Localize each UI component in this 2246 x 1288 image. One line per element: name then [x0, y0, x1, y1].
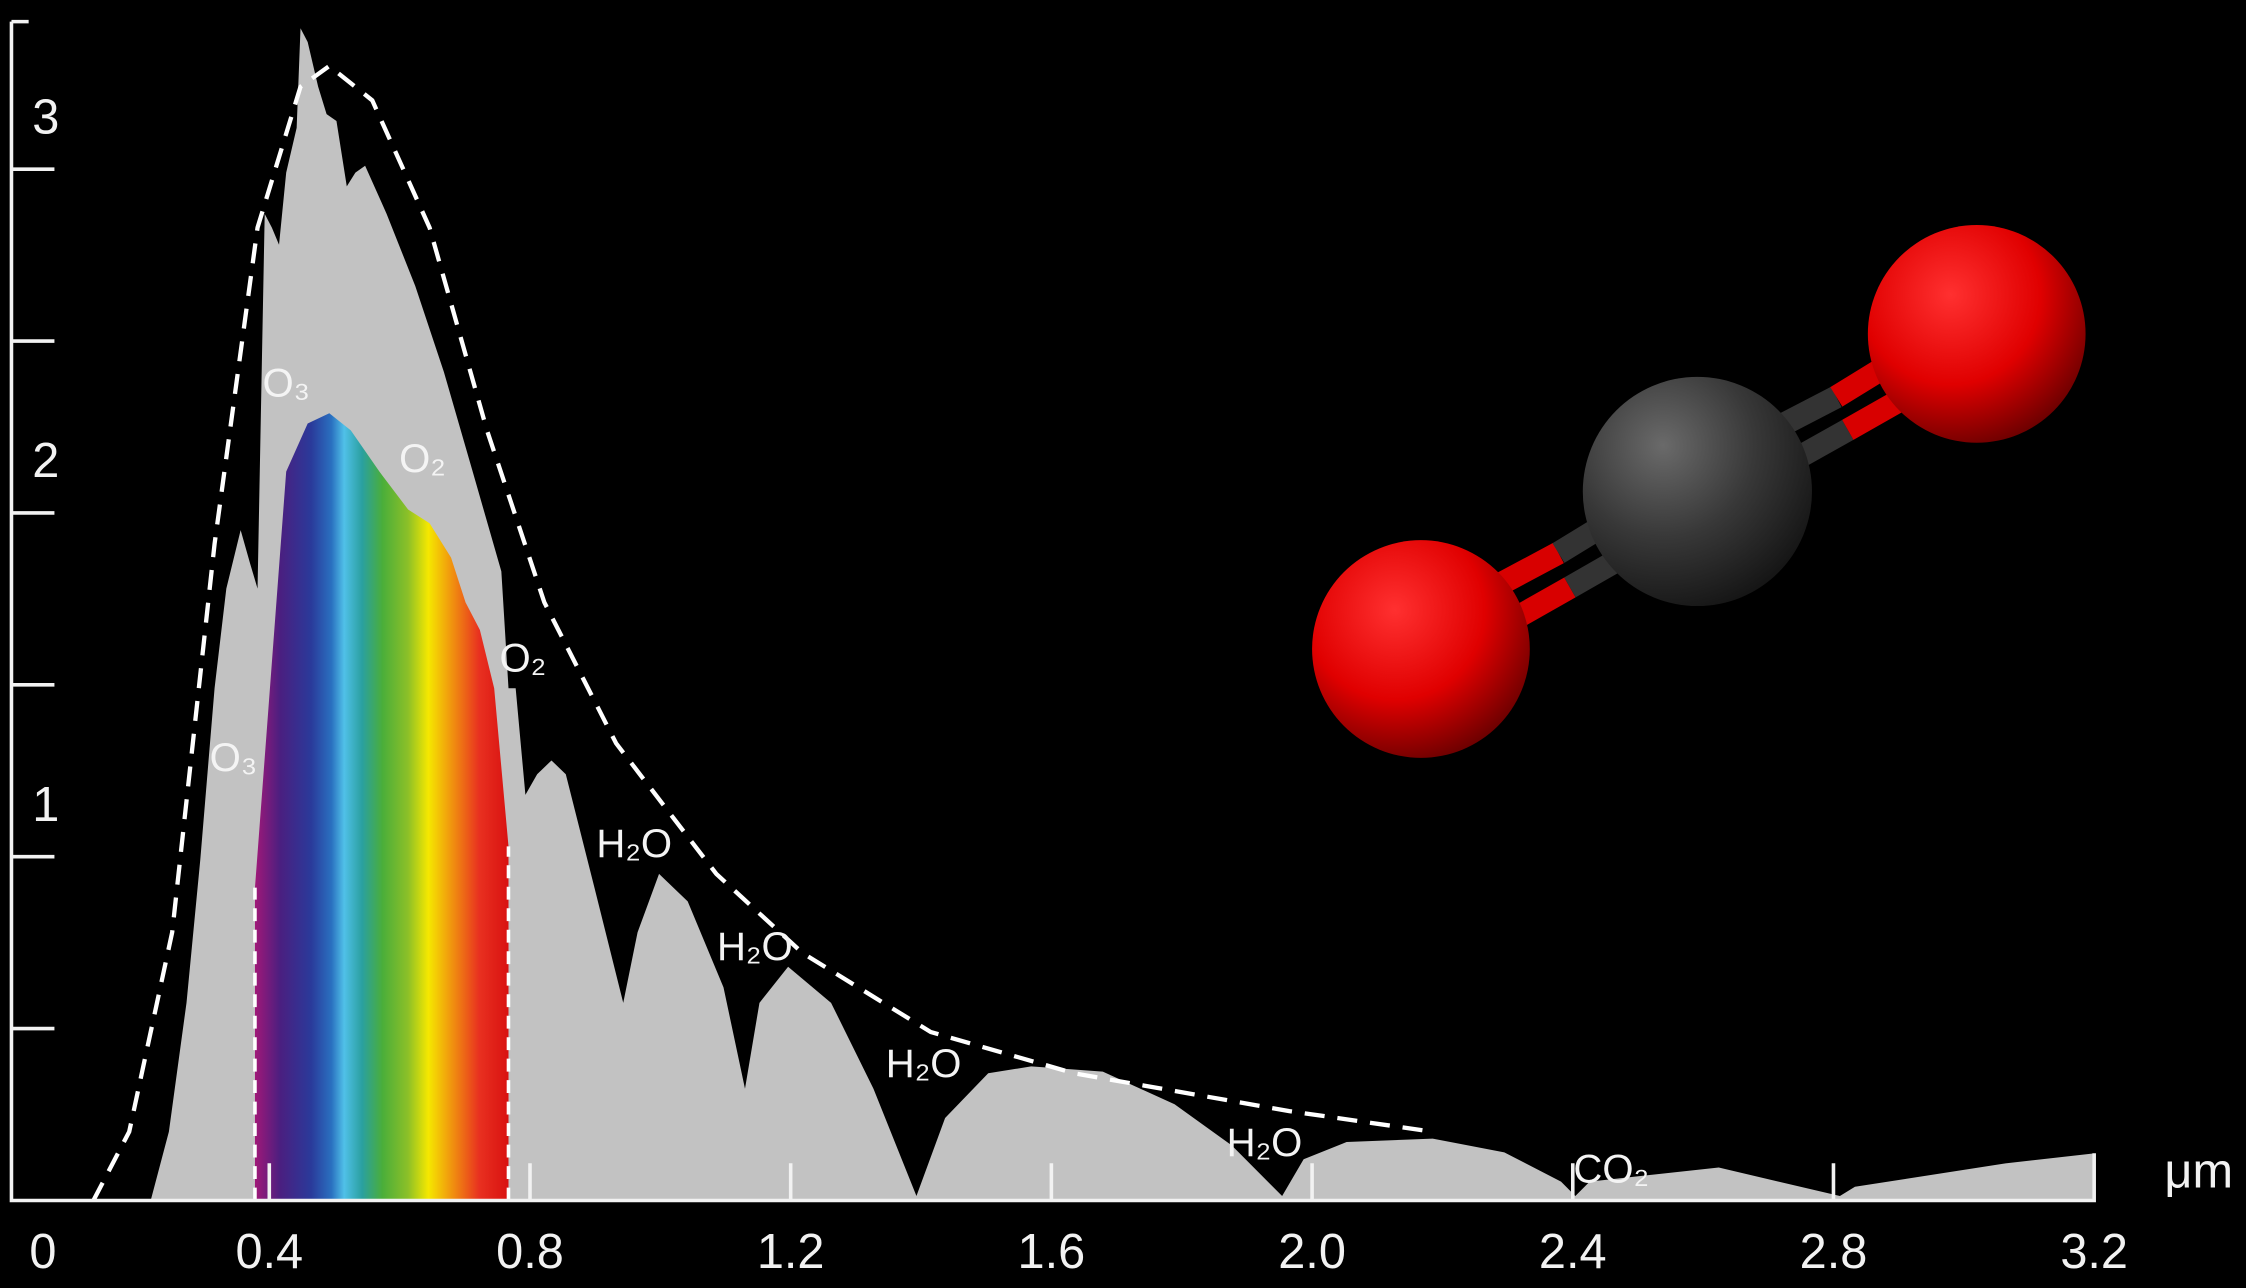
absorption-label: O₂ [499, 636, 546, 680]
absorption-label: H₂O [596, 822, 672, 866]
x-tick-label: 0 [29, 1225, 56, 1279]
x-axis-unit: μm [2164, 1145, 2233, 1199]
x-tick-label: 2.4 [1539, 1225, 1607, 1279]
y-tick-label: 2 [32, 434, 59, 488]
co2-molecule [1312, 225, 2085, 758]
x-tick-label: 0.8 [496, 1225, 564, 1279]
absorption-label: O₂ [399, 437, 446, 481]
absorption-label: H₂O [717, 925, 793, 969]
absorption-label: O₃ [210, 736, 258, 780]
chart: 0 0.4 0.8 1.2 1.6 2.0 2.4 2.8 3.2 1 2 3 O₃ O₂ O₂ O₃ H₂O H… [0, 0, 2246, 1288]
absorption-label: H₂O [1227, 1121, 1303, 1165]
x-tick-label: 2.0 [1278, 1225, 1346, 1279]
x-tick-label: 1.6 [1018, 1225, 1086, 1279]
x-tick-label: 2.8 [1800, 1225, 1868, 1279]
absorption-label: CO₂ [1573, 1148, 1649, 1192]
absorption-label: H₂O [886, 1042, 962, 1086]
y-tick-label: 1 [32, 778, 59, 832]
x-tick-label: 1.2 [757, 1225, 825, 1279]
plot: 0 0.4 0.8 1.2 1.6 2.0 2.4 2.8 3.2 1 2 3 O₃ O₂ O₂ O₃ H₂O H… [11, 22, 2128, 1279]
absorption-label: O₃ [262, 361, 310, 405]
y-tick-label: 3 [32, 90, 59, 144]
x-tick-label: 0.4 [235, 1225, 303, 1279]
x-tick-label: 3.2 [2060, 1225, 2128, 1279]
